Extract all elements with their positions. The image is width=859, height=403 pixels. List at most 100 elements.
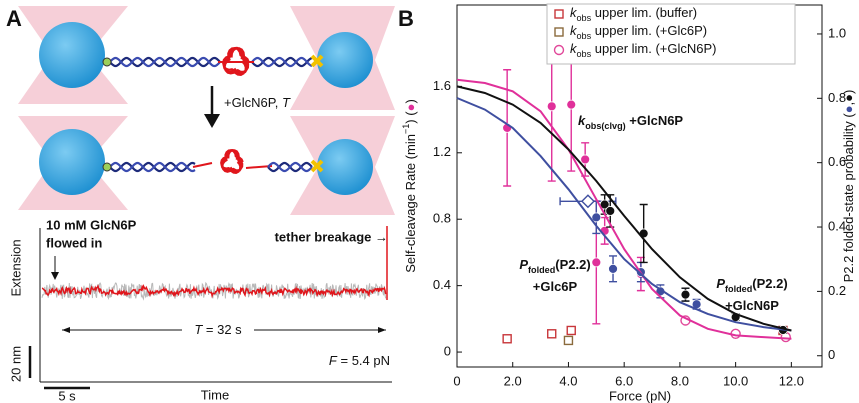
- text-part: upper lim. (buffer): [591, 5, 697, 20]
- marker: [591, 212, 602, 223]
- x-tick-label: 8.0: [671, 373, 689, 388]
- dna-diagram: [109, 46, 313, 175]
- fit-curve: [456, 85, 792, 332]
- text-part: P: [519, 257, 528, 272]
- marker: [553, 44, 565, 56]
- text-part: ): [841, 90, 856, 94]
- bead: [317, 139, 373, 195]
- text-part: k: [578, 113, 586, 128]
- y-tick-label: 1.2: [433, 144, 451, 159]
- x-tick-label: 6.0: [615, 373, 633, 388]
- y2-tick-label: 0.6: [828, 154, 846, 169]
- dna-strand: [109, 161, 196, 173]
- text-part: P: [716, 276, 725, 291]
- anchor: [102, 162, 112, 172]
- text-part: upper lim. (+Glc6P): [591, 23, 707, 38]
- text-part: T: [282, 95, 291, 110]
- y2-axis-label: P2.2 folded-state probability (●,●): [841, 90, 856, 283]
- y-axis-label: Extension: [8, 239, 23, 296]
- text-part: +GlcN6P: [725, 298, 779, 313]
- x-tick-label: 2.0: [504, 373, 522, 388]
- treatment-label: +GlcN6P, T: [224, 95, 291, 110]
- annotation: +GlcN6P: [725, 298, 779, 313]
- y2-tick-label: 1.0: [828, 25, 846, 40]
- y2-tick-label: 0: [828, 347, 835, 362]
- marker: [605, 206, 616, 216]
- marker: [580, 154, 591, 165]
- legend-label: kobs upper lim. (+Glc6P): [570, 23, 707, 41]
- y-tick-label: 1.6: [433, 78, 451, 93]
- text-part: k: [570, 23, 578, 38]
- text-part: (P2.2): [555, 257, 590, 272]
- breakage-label: tether breakage →: [275, 229, 388, 244]
- arrow-head: [62, 327, 70, 333]
- text-part: k: [570, 5, 578, 20]
- scale-label: 5 s: [58, 388, 76, 403]
- marker: [547, 329, 557, 339]
- dna-strand: [267, 161, 313, 173]
- text-part: = 32 s: [202, 322, 242, 337]
- scale-label: 20 nm: [8, 346, 23, 382]
- legend-label: kobs upper lim. (+GlcN6P): [570, 41, 717, 59]
- panel-label: A: [6, 6, 22, 31]
- text-part: k: [570, 41, 578, 56]
- text-part: P2.2 folded-state probability (: [841, 113, 856, 283]
- bead: [39, 22, 105, 88]
- text-part: +Glc6P: [533, 279, 578, 294]
- dna-strand: [251, 56, 313, 68]
- text-part: ●: [841, 94, 856, 102]
- marker: [546, 101, 557, 112]
- y-tick-label: 0.4: [433, 277, 451, 292]
- smoothed-trace: [41, 283, 387, 299]
- bead: [317, 32, 373, 88]
- anchor: [102, 57, 112, 67]
- dna-strand: [251, 56, 313, 68]
- panel-label: B: [398, 6, 414, 31]
- y-axis-label: Self-cleavage Rate (min−1) (●): [401, 99, 418, 273]
- extension-trace: [41, 226, 388, 301]
- text-part: Self-cleavage Rate (min: [403, 134, 418, 273]
- text-part: +GlcN6P: [626, 113, 684, 128]
- text-part: upper lim. (+GlcN6P): [591, 41, 716, 56]
- marker: [554, 9, 564, 19]
- flow-note: 10 mM GlcN6P: [46, 217, 137, 232]
- text-part: ●: [403, 104, 418, 112]
- text-part: folded: [528, 265, 555, 275]
- x-axis-label: Force (pN): [609, 388, 671, 403]
- dna-strand: [109, 161, 196, 173]
- rna-structure: [220, 148, 244, 175]
- duration-label: T = 32 s: [194, 322, 242, 337]
- text-part: F: [329, 353, 338, 368]
- text-part: obs(clvg): [585, 121, 625, 131]
- panel-b: B Force (pN) Self-cleavage Rate (min−1) …: [398, 3, 856, 403]
- x-axis-label: Time: [201, 387, 229, 402]
- y2-tick-label: 0.2: [828, 283, 846, 298]
- marker: [554, 27, 564, 37]
- x-tick-label: 4.0: [559, 373, 577, 388]
- marker: [566, 99, 577, 110]
- legend-label: kobs upper lim. (buffer): [570, 5, 697, 23]
- annotation: +Glc6P: [533, 279, 578, 294]
- force-label: F = 5.4 pN: [329, 353, 390, 368]
- panel-a: A +GlcN6P, T T = 32 s 10 mM GlcN6P flowe…: [6, 6, 395, 403]
- text-part: +GlcN6P,: [224, 95, 282, 110]
- x-tick-label: 10.0: [723, 373, 748, 388]
- y2-tick-label: 0.4: [828, 218, 846, 233]
- anchor: [310, 159, 324, 173]
- text-part: (P2.2): [752, 276, 787, 291]
- text-part: obs: [577, 31, 592, 41]
- text-part: obs: [577, 49, 592, 59]
- marker: [566, 325, 576, 336]
- x-tick-label: 12.0: [779, 373, 804, 388]
- arrow-head: [51, 272, 59, 280]
- y-tick-label: 0: [444, 343, 451, 358]
- text-part: −1: [401, 124, 411, 134]
- text-part: ,: [841, 102, 856, 106]
- text-part: ●: [841, 105, 856, 113]
- bead: [39, 129, 105, 195]
- fit-curve: [456, 97, 792, 332]
- y2-tick-label: 0.8: [828, 90, 846, 105]
- legend-box: [546, 3, 796, 65]
- marker: [502, 334, 512, 344]
